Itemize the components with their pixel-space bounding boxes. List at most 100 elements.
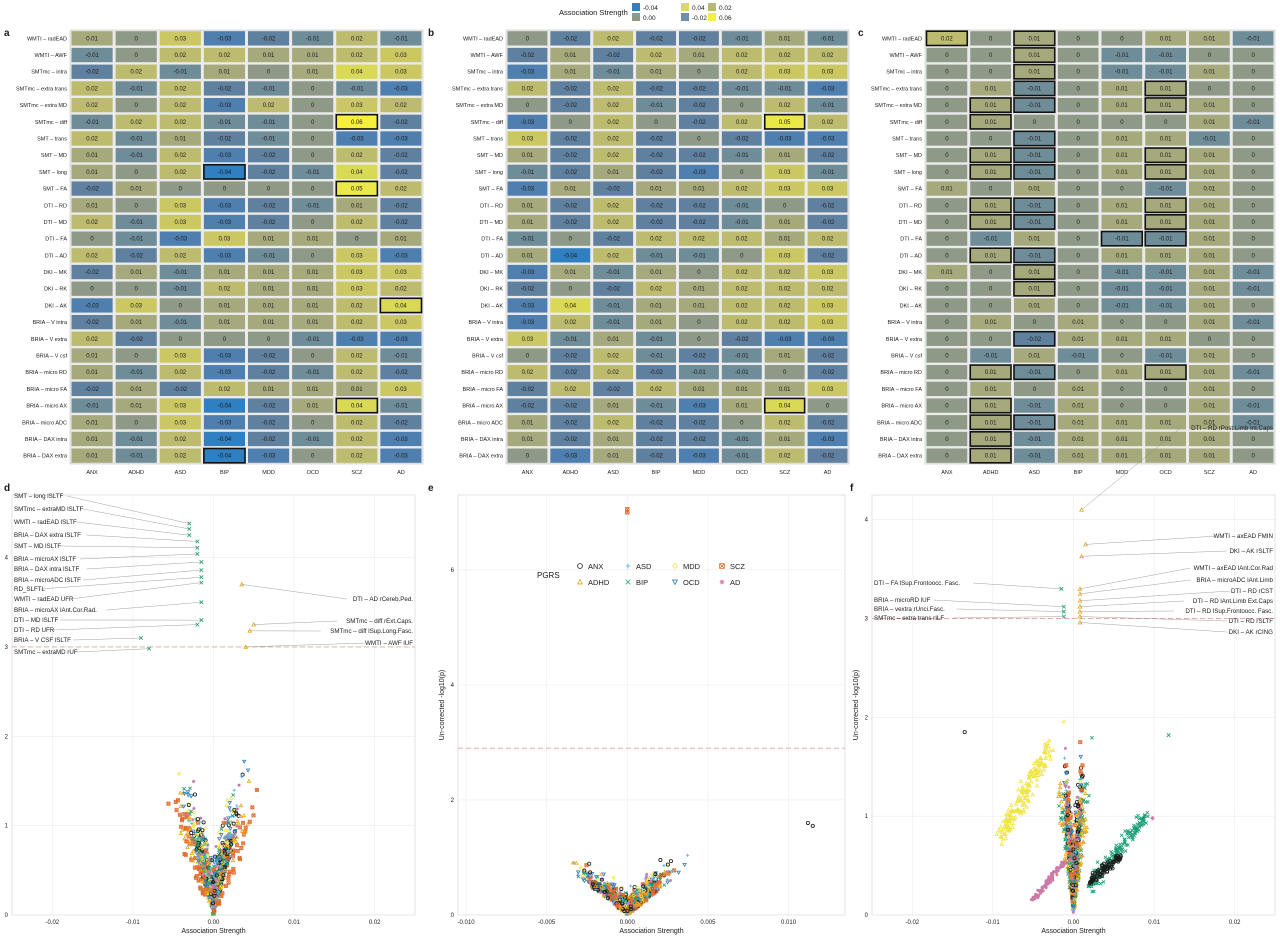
- cell-value: -0.02: [563, 103, 577, 109]
- point-square-x: [250, 805, 255, 810]
- heatmap-cell: [636, 398, 676, 413]
- heatmap-cell: [203, 163, 246, 180]
- point-asterisk: [232, 833, 236, 838]
- heatmap-cell: [593, 348, 634, 363]
- point-triangle-down: [185, 790, 191, 795]
- point-circle: [196, 827, 201, 832]
- cell-value: 0: [135, 36, 139, 42]
- cell-value: 0.02: [736, 120, 748, 126]
- cell-value: -0.01: [262, 137, 276, 143]
- column-label: ASD: [608, 470, 619, 476]
- heatmap-cell: [159, 231, 201, 246]
- heatmap-cell: [1101, 448, 1143, 463]
- column-label: SCZ: [1204, 470, 1216, 476]
- heatmap-cell: [807, 398, 848, 413]
- cell-value: -0.02: [606, 387, 620, 393]
- row-label: BRIA – micro AX: [881, 404, 922, 410]
- heatmap-cell: [636, 298, 676, 313]
- heatmap-cell: [550, 365, 591, 380]
- cell-value: 0: [989, 270, 993, 276]
- row-label: BRIA – micro ADC: [877, 420, 922, 426]
- cell-value: 0.01: [219, 70, 231, 76]
- heatmap-cell: [926, 114, 968, 129]
- heatmap-cell: [292, 314, 334, 330]
- heatmap-cell: [1057, 348, 1099, 363]
- cell-value: -0.02: [606, 53, 620, 59]
- cell-value: 0.01: [1204, 404, 1216, 410]
- heatmap-cell: [203, 415, 245, 430]
- heatmap-cell: [550, 231, 591, 246]
- cell-value: 0: [989, 287, 993, 293]
- cell-value: -0.01: [1115, 53, 1129, 59]
- cell-value: 0: [311, 420, 315, 426]
- row-label: BRIA – V extra: [31, 337, 68, 343]
- heatmap-cell: [1232, 31, 1274, 46]
- heatmap-cell: [1232, 181, 1274, 196]
- cell-value: -0.01: [1246, 320, 1260, 326]
- cell-value: 0.01: [307, 303, 319, 309]
- heatmap-cell: [970, 331, 1011, 346]
- row-label: SMT – long: [894, 170, 922, 176]
- heatmap-cell: [593, 114, 634, 129]
- cell-value: 0: [526, 454, 530, 460]
- cell-value: 0.02: [174, 120, 186, 126]
- heatmap-cell: [636, 31, 676, 46]
- heatmap-cell: [636, 314, 676, 330]
- cell-value: 0: [311, 153, 315, 159]
- heatmap-cell: [763, 397, 806, 414]
- cell-value: -0.03: [394, 454, 408, 460]
- heatmap-cell: [721, 314, 762, 330]
- cell-value: -0.02: [692, 420, 706, 426]
- heatmap-cell: [593, 331, 634, 346]
- heatmap-cell: [203, 97, 245, 113]
- cell-value: 0.01: [1029, 53, 1041, 59]
- heatmap-cell: [248, 198, 290, 213]
- heatmap-cell: [763, 113, 806, 130]
- heatmap-cell: [336, 448, 378, 463]
- cell-value: 0: [654, 120, 658, 126]
- point-diamond: [216, 830, 222, 835]
- x-tick-label: -0.02: [905, 920, 919, 926]
- heatmap-cell: [1057, 198, 1099, 213]
- cell-value: 0.01: [1160, 253, 1172, 259]
- cell-value: 0.02: [86, 337, 98, 343]
- cell-value: 0: [179, 337, 183, 343]
- heatmap-cell: [764, 231, 805, 246]
- legend-entry-label: SCZ: [730, 562, 745, 571]
- x-tick-label: -0.01: [126, 920, 140, 926]
- heatmap-cell: [159, 431, 201, 447]
- heatmap-cell: [507, 381, 548, 397]
- heatmap-cell: [593, 214, 634, 230]
- annotation-label: DTI – RD UFR: [14, 627, 55, 634]
- heatmap-cell: [593, 231, 634, 246]
- cell-value: 0.01: [985, 320, 997, 326]
- cell-value: -0.01: [1115, 270, 1129, 276]
- heatmap-cell: [807, 331, 848, 346]
- cell-value: 0.01: [395, 237, 407, 243]
- cell-value: 0.01: [307, 70, 319, 76]
- heatmap-cell: [679, 264, 719, 280]
- row-label: DTI – FA: [900, 237, 922, 243]
- cell-value: 0.02: [130, 120, 142, 126]
- heatmap-cell: [764, 431, 805, 447]
- heatmap-cell: [292, 448, 334, 463]
- heatmap-cell: [926, 181, 968, 196]
- heatmap-cell: [807, 348, 848, 363]
- heatmap-cell: [807, 248, 848, 263]
- heatmap-cell: [380, 281, 422, 296]
- heatmap-cell: [1144, 163, 1187, 180]
- heatmap-cell: [1189, 148, 1230, 163]
- cell-value: 0.02: [822, 120, 834, 126]
- point-triangle: [181, 790, 186, 795]
- cell-value: -0.02: [692, 203, 706, 209]
- cell-value: 0.01: [1116, 220, 1128, 226]
- cell-value: -0.01: [1159, 303, 1173, 309]
- heatmap-cell: [159, 248, 201, 263]
- heatmap-cell: [1057, 214, 1099, 230]
- cell-value: -0.01: [1115, 287, 1129, 293]
- heatmap-cell: [115, 64, 157, 79]
- heatmap-cell: [679, 114, 719, 129]
- heatmap-cell: [926, 331, 968, 346]
- point-triangle-down: [217, 837, 222, 842]
